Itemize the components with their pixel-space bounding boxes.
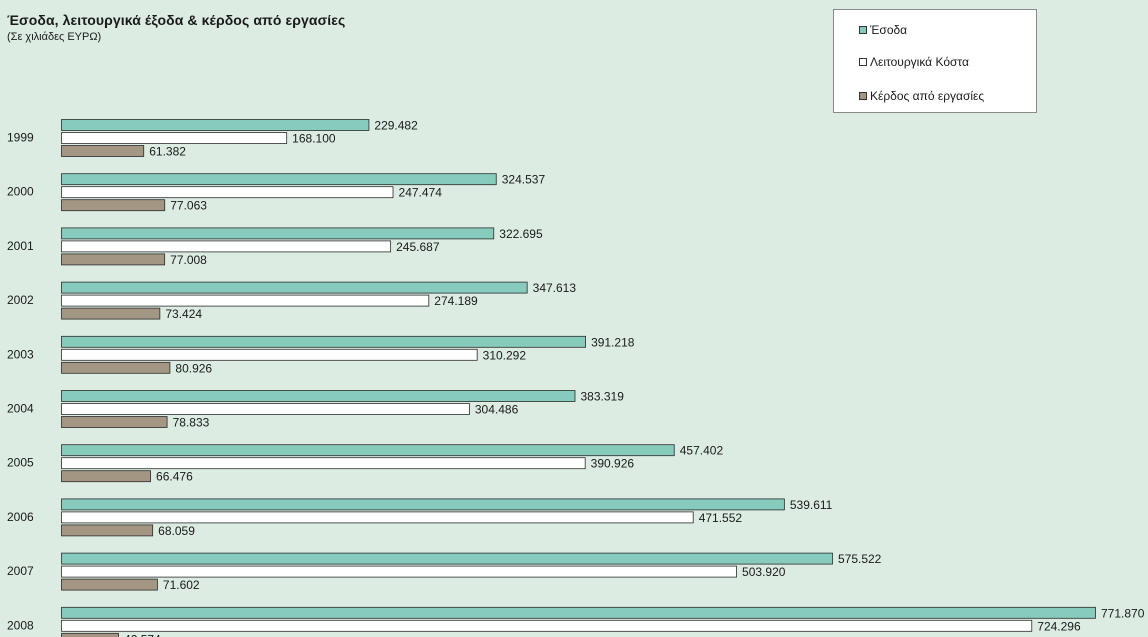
- y-tick-label-1999: 1999: [7, 131, 34, 145]
- bar-revenue-2004: [61, 390, 576, 402]
- y-tick-label-2008: 2008: [7, 618, 34, 632]
- bar-revenue-2002: [61, 281, 528, 294]
- bar-operating-profit-2002: [61, 307, 161, 320]
- chart-subtitle: (Σε χιλιάδες ΕΥΡΩ): [7, 31, 102, 43]
- bar-operating-profit-2006: [61, 524, 154, 537]
- legend-item-operating-costs: Λειτουργικά Κόστα: [859, 55, 969, 69]
- data-label-operating-profit-2008: 42.574: [124, 632, 161, 637]
- data-label-operating-profit-2004: 78.833: [173, 416, 210, 430]
- data-label-operating-costs-2007: 503.920: [742, 565, 786, 579]
- bar-operating-profit-2001: [61, 253, 166, 266]
- bar-operating-costs-2006: [61, 511, 694, 524]
- bar-operating-profit-2004: [61, 416, 168, 428]
- legend-swatch-operating-costs: [859, 58, 867, 66]
- data-label-operating-costs-2002: 274.189: [434, 294, 478, 308]
- y-tick-label-2003: 2003: [7, 347, 34, 361]
- data-label-operating-costs-2005: 390.926: [591, 457, 635, 471]
- y-tick-label-2001: 2001: [7, 239, 34, 253]
- data-label-operating-costs-1999: 168.100: [292, 132, 336, 146]
- data-label-operating-profit-2005: 66.476: [156, 470, 193, 484]
- bar-operating-costs-2004: [61, 403, 470, 415]
- bar-revenue-2008: [61, 606, 1096, 619]
- chart-header: Έσοδα, λειτουργικά έξοδα & κέρδος από ερ…: [7, 12, 345, 43]
- y-tick-label-2007: 2007: [7, 564, 34, 578]
- bar-revenue-2006: [61, 498, 785, 511]
- bar-operating-profit-2003: [61, 361, 171, 374]
- bar-revenue-2007: [61, 552, 833, 565]
- legend-label-revenue: Έσοδα: [870, 23, 908, 37]
- bar-operating-costs-2008: [61, 619, 1033, 632]
- data-label-operating-costs-2000: 247.474: [399, 186, 443, 200]
- data-label-revenue-2008: 771.870: [1101, 606, 1145, 620]
- y-tick-label-2006: 2006: [7, 510, 34, 524]
- legend-label-operating-profit: Κέρδος από εργασίες: [870, 89, 985, 103]
- y-tick-label-2000: 2000: [7, 185, 34, 199]
- bar-operating-costs-2001: [61, 240, 392, 253]
- data-label-revenue-2000: 324.537: [502, 173, 546, 187]
- bar-revenue-2003: [61, 335, 586, 348]
- bar-operating-costs-2007: [61, 565, 737, 578]
- data-label-operating-costs-2001: 245.687: [396, 240, 440, 254]
- bar-operating-costs-2000: [61, 186, 394, 199]
- data-label-operating-profit-2000: 77.063: [170, 199, 207, 213]
- data-label-revenue-2007: 575.522: [838, 552, 882, 566]
- bar-operating-costs-2002: [61, 294, 430, 307]
- data-label-revenue-1999: 229.482: [374, 119, 418, 133]
- bar-revenue-1999: [61, 119, 370, 131]
- data-label-operating-profit-1999: 61.382: [149, 145, 186, 159]
- bar-operating-profit-2000: [61, 199, 166, 212]
- legend-item-revenue: Έσοδα: [859, 23, 907, 37]
- bar-operating-costs-1999: [61, 132, 288, 144]
- data-label-operating-profit-2003: 80.926: [175, 361, 212, 375]
- bar-revenue-2001: [61, 227, 495, 240]
- data-label-operating-costs-2008: 724.296: [1037, 619, 1081, 633]
- legend-swatch-revenue: [859, 26, 867, 34]
- chart-legend: Έσοδα Λειτουργικά Κόστα Κέρδος από εργασ…: [833, 9, 1037, 113]
- data-label-revenue-2005: 457.402: [680, 444, 724, 458]
- legend-swatch-operating-profit: [859, 92, 867, 100]
- y-tick-label-2005: 2005: [7, 456, 34, 470]
- bar-revenue-2005: [61, 444, 675, 457]
- data-label-operating-profit-2006: 68.059: [158, 524, 195, 538]
- bar-operating-profit-1999: [61, 145, 145, 157]
- legend-label-operating-costs: Λειτουργικά Κόστα: [870, 55, 969, 69]
- data-label-operating-profit-2007: 71.602: [163, 578, 200, 592]
- bar-operating-profit-2008: [61, 632, 119, 637]
- chart-title: Έσοδα, λειτουργικά έξοδα & κέρδος από ερ…: [7, 12, 346, 28]
- bar-operating-profit-2007: [61, 578, 158, 591]
- bar-operating-profit-2005: [61, 470, 151, 483]
- data-label-revenue-2002: 347.613: [533, 281, 577, 295]
- data-label-operating-costs-2004: 304.486: [475, 403, 519, 417]
- data-label-revenue-2006: 539.611: [790, 498, 833, 512]
- data-label-revenue-2001: 322.695: [499, 227, 543, 241]
- bar-operating-costs-2003: [61, 348, 478, 361]
- data-label-operating-costs-2006: 471.552: [699, 511, 743, 525]
- data-label-revenue-2003: 391.218: [591, 335, 635, 349]
- bar-operating-costs-2005: [61, 457, 586, 470]
- legend-item-operating-profit: Κέρδος από εργασίες: [859, 89, 984, 103]
- data-label-operating-profit-2002: 73.424: [165, 307, 202, 321]
- y-tick-label-2004: 2004: [7, 402, 34, 416]
- bar-revenue-2000: [61, 173, 497, 186]
- data-label-revenue-2004: 383.319: [580, 390, 624, 404]
- data-label-operating-profit-2001: 77.008: [170, 253, 207, 267]
- data-label-operating-costs-2003: 310.292: [483, 348, 527, 362]
- y-tick-label-2002: 2002: [7, 293, 34, 307]
